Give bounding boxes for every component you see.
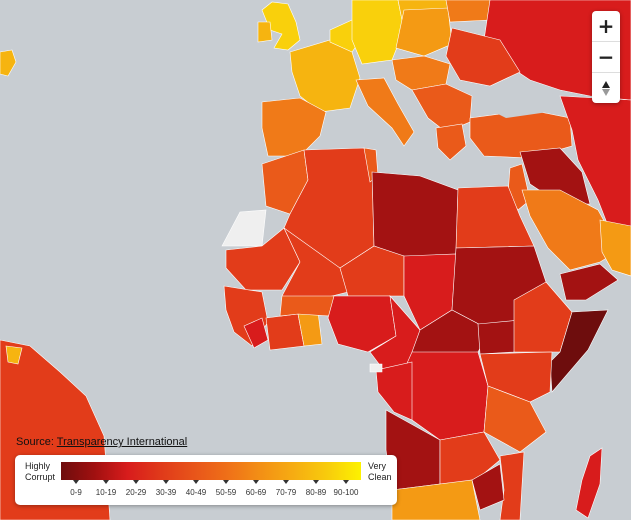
legend-tick <box>103 480 109 484</box>
region-somalia[interactable] <box>549 309 609 393</box>
legend-tick <box>163 480 169 484</box>
legend-low-line-1: Highly <box>25 461 51 471</box>
region-caucasus-iran[interactable] <box>559 95 631 251</box>
source-link[interactable]: Transparency International <box>56 436 188 448</box>
region-madagascar[interactable] <box>575 447 603 519</box>
region-namibia-botswana[interactable] <box>391 479 481 520</box>
legend-range-label: 30-39 <box>155 488 177 497</box>
region-ireland[interactable] <box>257 21 273 43</box>
legend-range-label: 60-69 <box>245 488 267 497</box>
legend-high-line-2: Clean <box>368 472 392 482</box>
legend-tick <box>283 480 289 484</box>
legend-low-label: Highly Corrupt <box>25 461 65 483</box>
reset-north-button[interactable] <box>592 73 620 103</box>
region-syria-iraq[interactable] <box>519 147 591 205</box>
region-egypt[interactable] <box>455 185 535 249</box>
map-zoom-controls: + − <box>592 11 620 103</box>
region-mozambique[interactable] <box>499 451 525 520</box>
region-western-sahara[interactable] <box>221 209 267 247</box>
legend-range-label: 0-9 <box>70 488 82 497</box>
region-tanzania[interactable] <box>483 385 547 453</box>
region-libya[interactable] <box>371 171 459 263</box>
region-zimbabwe[interactable] <box>471 463 505 511</box>
legend-range-label: 20-29 <box>125 488 147 497</box>
legend-tick <box>253 480 259 484</box>
source-label: Source: <box>16 436 54 448</box>
legend-range-label: 90-100 <box>333 488 359 497</box>
legend-range-label: 70-79 <box>275 488 297 497</box>
region-cote-divoire[interactable] <box>265 313 305 351</box>
legend-range-label: 40-49 <box>185 488 207 497</box>
region-ukraine[interactable] <box>445 27 521 87</box>
zoom-out-button[interactable]: − <box>592 42 620 73</box>
region-iberia[interactable] <box>261 97 327 157</box>
region-saudi-arabia[interactable] <box>521 189 621 271</box>
legend-range-label: 10-19 <box>95 488 117 497</box>
legend-high-label: Very Clean <box>368 461 398 483</box>
map-legend: Highly Corrupt 0-9 10-19 20-29 30-39 40-49 50… <box>15 455 397 505</box>
legend-ticks <box>61 480 361 486</box>
source-attribution: Source: Transparency International <box>16 436 187 448</box>
compass-north-icon <box>602 80 610 88</box>
legend-low-line-2: Corrupt <box>25 472 56 482</box>
region-mauritania[interactable] <box>225 227 301 291</box>
legend-tick <box>73 480 79 484</box>
legend-range-label: 80-89 <box>305 488 327 497</box>
region-sierra-leone[interactable] <box>243 317 269 349</box>
legend-color-scale <box>61 462 361 480</box>
region-uk[interactable] <box>261 1 301 51</box>
compass-south-icon <box>602 88 610 96</box>
region-poland[interactable] <box>395 7 453 57</box>
legend-tick <box>313 480 319 484</box>
region-italy[interactable] <box>355 77 415 147</box>
region-zambia[interactable] <box>439 431 501 485</box>
region-guyana[interactable] <box>5 345 23 365</box>
legend-tick <box>133 480 139 484</box>
legend-high-line-1: Very <box>368 461 387 471</box>
region-burkina-faso[interactable] <box>279 295 335 317</box>
region-iceland[interactable] <box>0 49 17 77</box>
region-yemen[interactable] <box>559 263 619 301</box>
zoom-in-button[interactable]: + <box>592 11 620 42</box>
legend-range-label: 50-59 <box>215 488 237 497</box>
legend-tick <box>343 480 349 484</box>
region-black-sea <box>482 82 560 118</box>
region-gulf[interactable] <box>599 219 631 277</box>
region-greece[interactable] <box>435 123 467 161</box>
region-equatorial-guinea[interactable] <box>369 363 383 373</box>
legend-tick <box>193 480 199 484</box>
legend-tick <box>223 480 229 484</box>
region-congo-gabon[interactable] <box>375 361 413 421</box>
